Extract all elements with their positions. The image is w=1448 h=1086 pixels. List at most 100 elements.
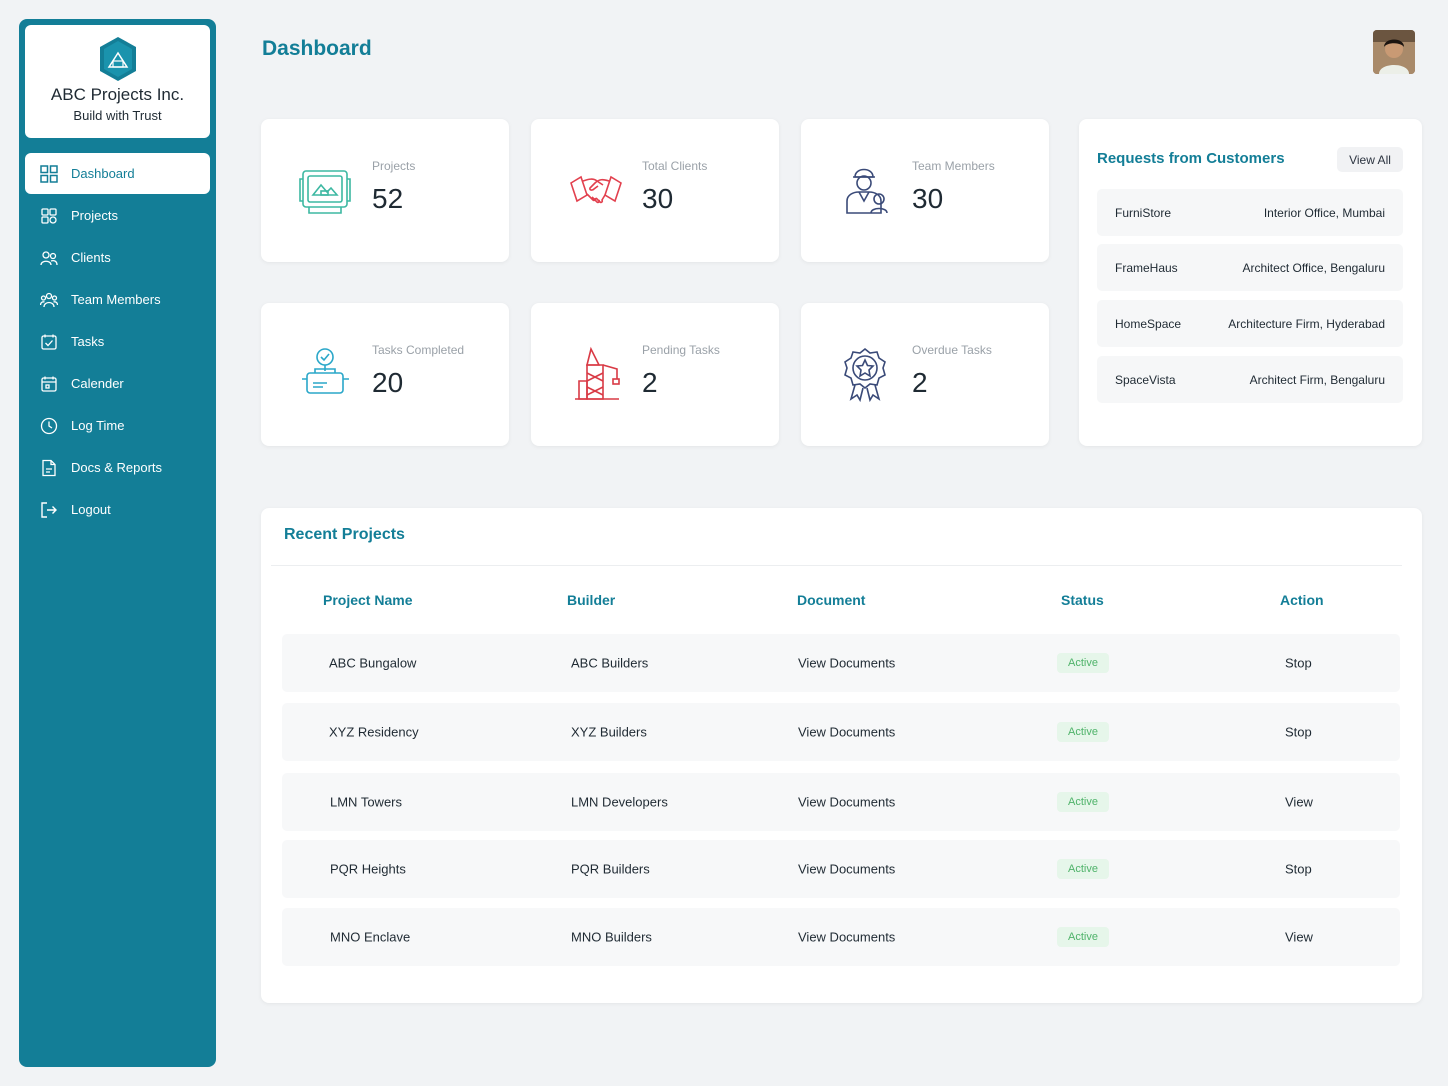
sidebar-item-label: Clients — [71, 250, 111, 265]
sidebar-item-calendar[interactable]: Calender — [25, 363, 210, 404]
builder-name: PQR Builders — [571, 861, 650, 877]
document-icon — [39, 458, 59, 478]
builder-name: LMN Developers — [571, 794, 668, 810]
recent-projects-panel: Recent Projects Project Name Builder Doc… — [261, 508, 1422, 1003]
sidebar-item-label: Log Time — [71, 418, 125, 433]
row-action-button[interactable]: View — [1285, 794, 1313, 810]
handshake-icon — [570, 175, 622, 204]
clock-icon — [39, 416, 59, 436]
team-icon — [39, 290, 59, 310]
sidebar-item-dashboard[interactable]: Dashboard — [25, 153, 210, 194]
table-row: PQR Heights PQR Builders View Documents … — [282, 840, 1400, 898]
sidebar-item-team-members[interactable]: Team Members — [25, 279, 210, 320]
tasks-icon — [39, 332, 59, 352]
worker-icon — [846, 168, 888, 214]
status-badge: Active — [1057, 653, 1109, 673]
request-name: FrameHaus — [1115, 260, 1178, 275]
divider — [271, 565, 1402, 566]
stat-label: Overdue Tasks — [912, 343, 992, 357]
stat-value: 20 — [372, 367, 404, 398]
row-action-button[interactable]: Stop — [1285, 861, 1312, 877]
star-badge-icon — [844, 347, 886, 403]
crane-icon — [575, 346, 620, 400]
column-header-status: Status — [1061, 592, 1104, 608]
company-tagline: Build with Trust — [73, 108, 162, 123]
blueprint-icon — [299, 170, 351, 214]
status-badge: Active — [1057, 859, 1109, 879]
view-documents-link[interactable]: View Documents — [798, 724, 896, 740]
grid-icon — [39, 164, 59, 184]
stat-card-overdue-tasks[interactable]: Overdue Tasks 2 — [801, 303, 1049, 446]
sidebar-item-logout[interactable]: Logout — [25, 489, 210, 530]
sidebar-item-projects[interactable]: Projects — [25, 195, 210, 236]
request-item[interactable]: FurniStore Interior Office, Mumbai — [1097, 189, 1403, 236]
sidebar-item-log-time[interactable]: Log Time — [25, 405, 210, 446]
logout-icon — [39, 500, 59, 520]
project-name: PQR Heights — [330, 861, 406, 877]
request-item[interactable]: HomeSpace Architecture Firm, Hyderabad — [1097, 300, 1403, 347]
stat-value: 30 — [912, 183, 944, 214]
request-item[interactable]: SpaceVista Architect Firm, Bengaluru — [1097, 356, 1403, 403]
status-badge: Active — [1057, 792, 1109, 812]
view-documents-link[interactable]: View Documents — [798, 861, 896, 877]
view-documents-link[interactable]: View Documents — [798, 655, 896, 671]
project-name: LMN Towers — [330, 794, 403, 810]
company-name: ABC Projects Inc. — [50, 85, 185, 104]
stat-value: 2 — [912, 367, 928, 398]
builder-name: XYZ Builders — [571, 724, 647, 740]
stat-value: 30 — [642, 183, 674, 214]
request-item[interactable]: FrameHaus Architect Office, Bengaluru — [1097, 244, 1403, 291]
stat-card-tasks-completed[interactable]: Tasks Completed 20 — [261, 303, 509, 446]
builder-name: MNO Builders — [571, 929, 652, 945]
sidebar-item-label: Tasks — [71, 334, 105, 349]
recent-projects-title: Recent Projects — [284, 526, 405, 543]
customer-requests-panel: Requests from Customers View All FurniSt… — [1079, 119, 1422, 446]
avatar[interactable] — [1373, 30, 1415, 74]
sidebar-item-label: Projects — [71, 208, 118, 223]
stat-card-total-clients[interactable]: Total Clients 30 — [531, 119, 779, 262]
sidebar-item-label: Team Members — [71, 292, 161, 307]
view-documents-link[interactable]: View Documents — [798, 929, 896, 945]
column-header-builder: Builder — [567, 592, 616, 608]
status-badge: Active — [1057, 722, 1109, 742]
sidebar-item-tasks[interactable]: Tasks — [25, 321, 210, 362]
request-name: HomeSpace — [1115, 316, 1182, 331]
sidebar-item-label: Dashboard — [71, 166, 135, 181]
clients-icon — [39, 248, 59, 268]
table-row: XYZ Residency XYZ Builders View Document… — [282, 703, 1400, 761]
builder-name: ABC Builders — [571, 655, 649, 671]
column-header-action: Action — [1280, 592, 1324, 608]
stat-card-projects[interactable]: Projects 52 — [261, 119, 509, 262]
view-all-button[interactable]: View All — [1337, 147, 1403, 172]
row-action-button[interactable]: View — [1285, 929, 1313, 945]
project-name: MNO Enclave — [330, 929, 411, 945]
stat-label: Team Members — [912, 159, 995, 173]
table-row: LMN Towers LMN Developers View Documents… — [282, 773, 1400, 831]
completed-task-icon — [302, 348, 349, 394]
request-detail: Architect Firm, Bengaluru — [1249, 372, 1385, 387]
stat-value: 52 — [372, 183, 404, 214]
request-name: FurniStore — [1115, 205, 1172, 220]
stat-label: Pending Tasks — [642, 343, 720, 357]
request-detail: Architect Office, Bengaluru — [1242, 260, 1385, 275]
sidebar-item-clients[interactable]: Clients — [25, 237, 210, 278]
status-badge: Active — [1057, 927, 1109, 947]
stat-card-pending-tasks[interactable]: Pending Tasks 2 — [531, 303, 779, 446]
sidebar-item-docs-reports[interactable]: Docs & Reports — [25, 447, 210, 488]
page-title: Dashboard — [262, 37, 372, 60]
stat-label: Projects — [372, 159, 416, 173]
table-row: MNO Enclave MNO Builders View Documents … — [282, 908, 1400, 966]
table-row: ABC Bungalow ABC Builders View Documents… — [282, 634, 1400, 692]
sidebar-item-label: Docs & Reports — [71, 460, 163, 475]
stat-card-team-members[interactable]: Team Members 30 — [801, 119, 1049, 262]
row-action-button[interactable]: Stop — [1285, 655, 1312, 671]
request-detail: Architecture Firm, Hyderabad — [1228, 316, 1385, 331]
column-header-document: Document — [797, 592, 866, 608]
row-action-button[interactable]: Stop — [1285, 724, 1312, 740]
view-documents-link[interactable]: View Documents — [798, 794, 896, 810]
company-logo-icon — [99, 37, 136, 81]
projects-icon — [39, 206, 59, 226]
sidebar-nav: Dashboard Projects Clients Team Members … — [25, 153, 210, 530]
calendar-icon — [39, 374, 59, 394]
project-name: ABC Bungalow — [329, 655, 417, 671]
